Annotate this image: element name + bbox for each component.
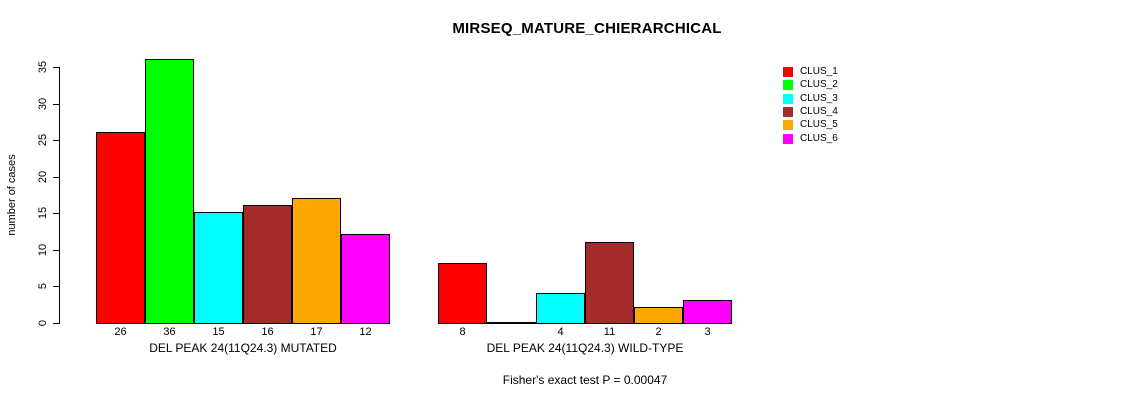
y-tick-label: 15	[37, 206, 49, 220]
legend-label-clus_4: CLUS_4	[800, 105, 838, 117]
bar-clus_3	[536, 293, 585, 324]
bar-clus_6	[341, 234, 390, 324]
y-tick	[53, 286, 59, 287]
y-tick-label: 35	[37, 60, 49, 74]
legend-swatch-clus_1	[783, 67, 793, 77]
bar-value-label: 2	[655, 326, 662, 338]
y-tick-label: 0	[37, 319, 49, 327]
group-label: DEL PEAK 24(11Q24.3) MUTATED	[149, 341, 337, 355]
legend-swatch-clus_5	[783, 120, 793, 131]
bar-clus_1	[96, 132, 145, 324]
bar-value-label: 15	[212, 326, 225, 338]
bar-clus_6	[683, 300, 732, 324]
legend-label-clus_6: CLUS_6	[800, 132, 838, 144]
group-label: DEL PEAK 24(11Q24.3) WILD-TYPE	[486, 341, 684, 355]
y-tick-label: 30	[37, 97, 49, 111]
chart-title: MIRSEQ_MATURE_CHIERARCHICAL	[452, 20, 722, 37]
y-tick-label: 25	[37, 133, 49, 147]
bar-clus_4	[243, 205, 292, 324]
bar-value-label: 12	[359, 326, 372, 338]
legend-swatch-clus_4	[783, 106, 793, 117]
bar-value-label: 11	[603, 326, 616, 338]
bar-value-label: 36	[163, 326, 176, 338]
bar-clus_5	[292, 198, 341, 324]
bar-value-label: 4	[557, 326, 564, 338]
bar-value-label: 26	[114, 326, 127, 338]
y-axis-label: number of cases	[6, 154, 18, 236]
y-tick	[53, 323, 59, 324]
legend-label-clus_2: CLUS_2	[800, 79, 838, 91]
bar-clus_3	[194, 212, 243, 324]
bar-value-label: 17	[310, 326, 323, 338]
bar-clus_2	[487, 322, 536, 324]
legend-label-clus_5: CLUS_5	[800, 119, 838, 131]
y-tick	[53, 213, 59, 214]
y-tick-label: 10	[37, 243, 49, 257]
y-tick	[53, 67, 59, 68]
y-tick	[53, 250, 59, 251]
fisher-test-annotation: Fisher's exact test P = 0.00047	[502, 373, 668, 387]
bar-value-label: 16	[261, 326, 274, 338]
legend-swatch-clus_6	[783, 133, 793, 144]
bar-value-label: 8	[459, 326, 466, 338]
bar-clus_4	[585, 242, 634, 324]
legend-swatch-clus_2	[783, 80, 793, 91]
bar-clus_2	[145, 59, 194, 324]
bar-clus_1	[438, 263, 487, 324]
bar-value-label: 3	[704, 326, 711, 338]
y-tick	[53, 140, 59, 141]
legend-label-clus_3: CLUS_3	[800, 92, 838, 104]
y-tick	[53, 177, 59, 178]
y-tick-label: 5	[37, 282, 49, 290]
y-tick-label: 20	[37, 170, 49, 184]
legend-label-clus_1: CLUS_1	[800, 66, 838, 77]
bar-clus_5	[634, 307, 683, 324]
y-tick	[53, 104, 59, 105]
y-axis-line	[59, 67, 60, 324]
legend-swatch-clus_3	[783, 93, 793, 104]
